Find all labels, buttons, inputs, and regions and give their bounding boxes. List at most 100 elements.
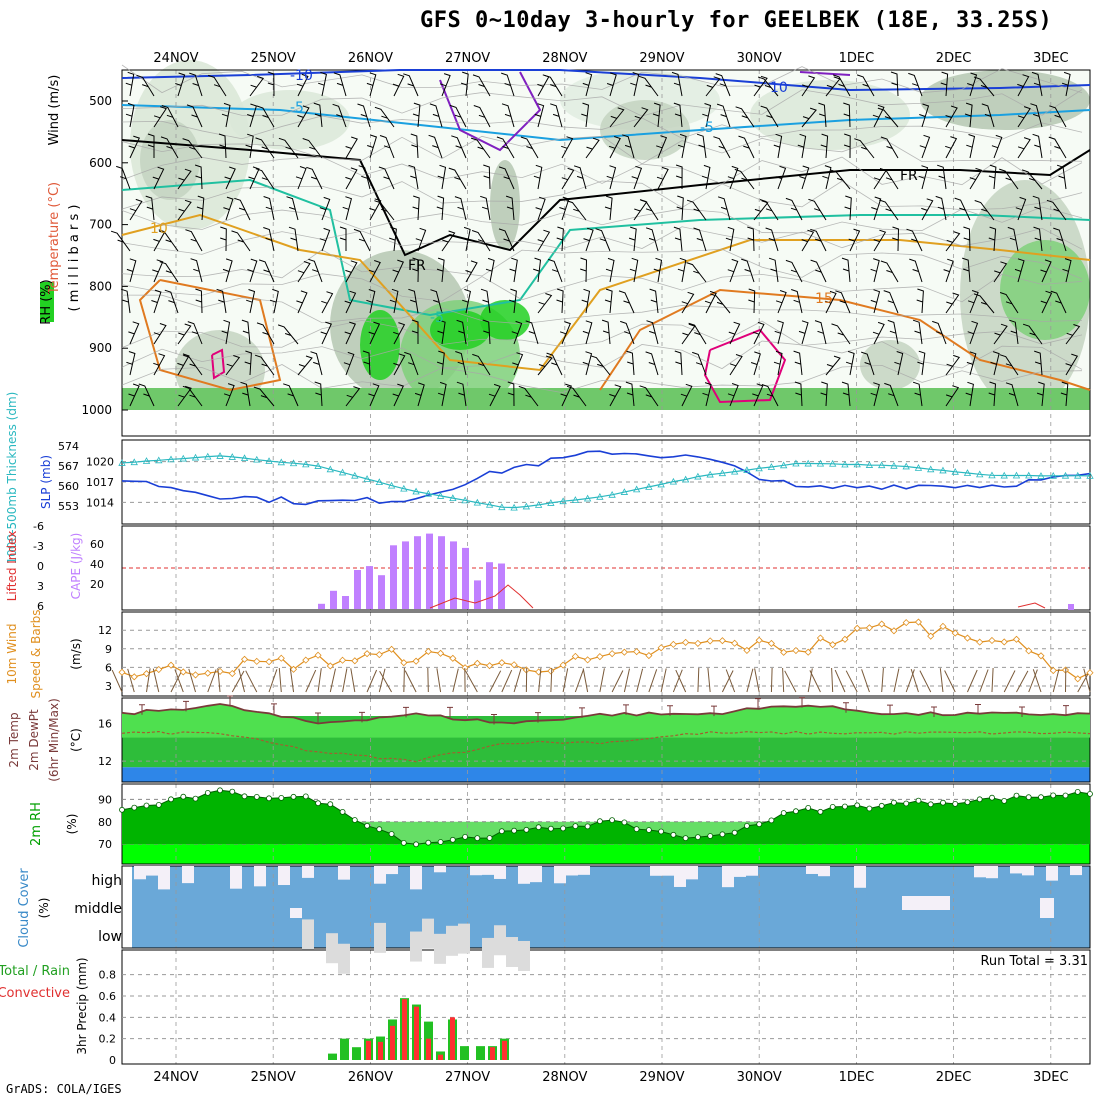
wind-speed-point: [302, 656, 310, 664]
wind-barb: [221, 319, 231, 345]
contour-label: 10: [770, 80, 788, 96]
wind-barb: [473, 105, 491, 128]
wind-barb: [483, 164, 491, 190]
wind-barb: [773, 133, 783, 159]
wind-barb: [177, 323, 192, 345]
wind-barb: [267, 71, 275, 97]
wind-speed-point: [253, 657, 261, 665]
wind-barb: [580, 257, 588, 283]
wind-barb: [128, 321, 140, 345]
wind-barb-10m: [207, 669, 217, 693]
wind-barb-10m: [707, 668, 711, 693]
minmax-bar: [843, 702, 849, 713]
wind-barb: [437, 381, 447, 407]
wind-barb: [605, 257, 615, 283]
wind-barbs-label: Speed & Barbs: [29, 610, 43, 699]
wind-barb: [943, 258, 954, 283]
thickness-point: [302, 460, 310, 468]
wind-barb-10m: [489, 670, 502, 693]
credit-text: GrADS: COLA/IGES: [6, 1082, 122, 1096]
thickness-point: [534, 501, 543, 508]
date-label-bottom: 2DEC: [936, 1070, 972, 1085]
wind-barb: [759, 199, 779, 221]
wind-barb: [999, 354, 1019, 376]
rh-point: [670, 831, 677, 838]
wind-barb: [848, 228, 861, 252]
wind-barb: [1009, 319, 1019, 345]
wind-barb: [125, 71, 135, 97]
wind-barb: [518, 385, 539, 407]
wind-barb: [990, 351, 1000, 376]
contour-label: -5: [290, 100, 304, 116]
wind-speed-point: [265, 658, 273, 666]
wind-barb: [988, 381, 997, 407]
wind-barb: [738, 135, 755, 159]
wind-barb: [799, 165, 810, 190]
rh-point: [535, 824, 542, 831]
wind-barb-10m: [452, 668, 459, 693]
cloud-high: [494, 866, 506, 879]
rh-isoline-11: [121, 319, 1083, 349]
cloud-high: [734, 866, 746, 877]
wind-barb: [717, 196, 731, 221]
rh-low-band-2m: [122, 844, 1090, 864]
thickness-tick: 560: [58, 480, 79, 493]
wind-barb: [822, 165, 832, 190]
wind-barb: [152, 166, 165, 190]
contour-neg10b: [439, 71, 542, 152]
wind-barb: [439, 73, 451, 97]
wind-barb: [912, 319, 923, 345]
wind-barb-10m: [893, 668, 900, 693]
wind-barb: [472, 353, 491, 376]
wind-speed-point: [804, 648, 812, 656]
wind-barb: [832, 74, 851, 97]
li-tick: 6: [37, 600, 44, 613]
thickness-point: [779, 461, 788, 469]
wind-barb-10m: [861, 669, 870, 693]
rh-tick: 70: [98, 838, 112, 851]
wind-barb: [879, 199, 899, 221]
wind-barb: [824, 290, 837, 314]
cloud-low: [494, 925, 506, 956]
wind-barb: [465, 260, 478, 283]
thickness-point: [694, 472, 702, 480]
rh-point: [425, 839, 432, 846]
lifted-index-line: [429, 584, 534, 609]
wind-barb: [537, 293, 553, 314]
thickness-point: [816, 459, 825, 467]
contour-20b: [703, 328, 787, 404]
wind-barb: [456, 319, 467, 345]
rh-point: [449, 836, 456, 843]
wind-barb: [835, 290, 851, 314]
wind-barb: [918, 165, 929, 190]
wind-barb: [801, 229, 815, 252]
wind-barb: [1050, 290, 1067, 314]
wind-barb: [126, 258, 137, 283]
rh-point: [964, 799, 971, 806]
wind-barb: [810, 259, 827, 283]
wind-barb: [308, 258, 323, 283]
rh-point: [548, 825, 554, 832]
cloud-mid: [914, 896, 926, 910]
cloud-high: [722, 866, 734, 888]
wind-barb: [128, 135, 140, 159]
contour-label: 10: [150, 221, 168, 237]
wind-barb: [793, 350, 803, 376]
thickness-point: [522, 502, 531, 510]
wind-barb: [263, 196, 275, 221]
minmax-bar: [535, 712, 541, 723]
rh-point: [719, 831, 726, 838]
wind-barb: [511, 320, 523, 345]
wind-barb: [496, 136, 515, 159]
dewpt-label: 2m DewPt: [27, 709, 41, 771]
date-label-top: 24NOV: [153, 51, 198, 66]
wind-barb: [618, 290, 635, 314]
wind-barb: [1036, 381, 1045, 407]
rh-isoline-3: [121, 135, 1083, 165]
wind-barb: [332, 103, 347, 128]
chart-title: GFS 0~10day 3-hourly for GEELBEK (18E, 3…: [420, 8, 1053, 33]
precip-tick: 0.2: [99, 1033, 117, 1046]
wind-barb: [535, 196, 546, 221]
wind-barb: [342, 196, 352, 221]
date-label-bottom: 26NOV: [348, 1070, 393, 1085]
